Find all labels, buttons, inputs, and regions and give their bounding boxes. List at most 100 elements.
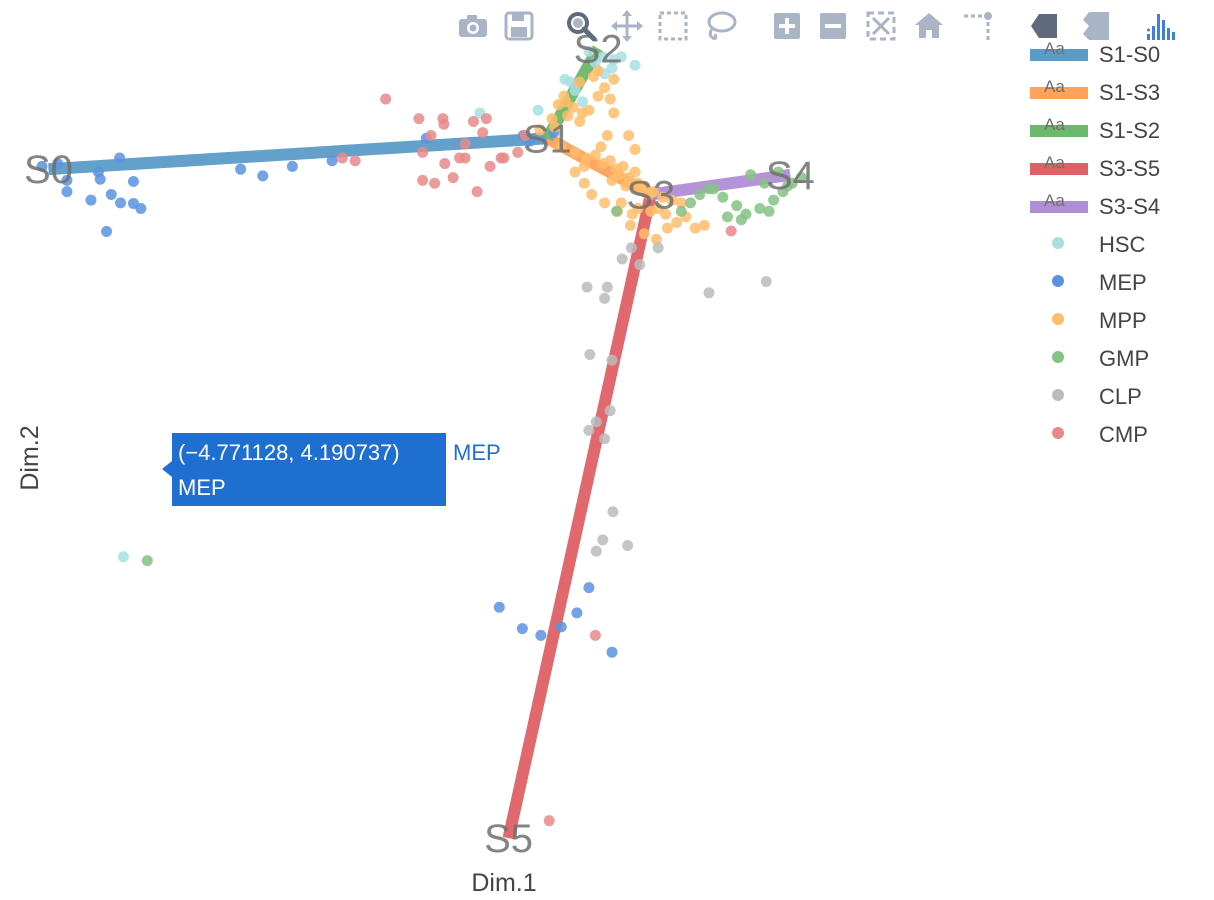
data-point-mpp[interactable]	[574, 115, 586, 127]
data-point-mpp[interactable]	[657, 191, 669, 203]
data-point-mpp[interactable]	[601, 129, 613, 141]
data-point-cmp[interactable]	[725, 225, 737, 237]
data-point-mpp[interactable]	[555, 141, 567, 153]
box-select-button[interactable]	[655, 8, 691, 44]
data-point-mep[interactable]	[101, 225, 113, 237]
data-point-mpp[interactable]	[578, 160, 590, 172]
data-point-mep[interactable]	[105, 188, 117, 200]
data-point-gmp[interactable]	[795, 172, 807, 184]
data-point-mpp[interactable]	[643, 188, 655, 200]
data-point-clp[interactable]	[599, 433, 611, 445]
data-point-clp[interactable]	[597, 534, 609, 546]
data-point-mpp[interactable]	[698, 219, 710, 231]
data-point-cmp[interactable]	[413, 113, 425, 125]
data-point-clp[interactable]	[601, 281, 613, 293]
data-point-mpp[interactable]	[569, 146, 581, 158]
legend-item-s3-s4[interactable]: Aa S3-S4	[1026, 188, 1214, 226]
data-point-gmp[interactable]	[758, 177, 770, 189]
data-point-gmp[interactable]	[745, 169, 757, 181]
data-point-hsc[interactable]	[569, 85, 581, 97]
zoom-out-button[interactable]	[815, 8, 851, 44]
data-point-mpp[interactable]	[661, 222, 673, 234]
legend-item-mpp[interactable]: MPP	[1026, 302, 1214, 340]
data-point-cmp[interactable]	[437, 113, 449, 125]
data-point-mpp[interactable]	[666, 194, 678, 206]
data-point-mpp[interactable]	[604, 93, 616, 105]
data-point-mpp[interactable]	[675, 197, 687, 209]
data-point-clp[interactable]	[604, 405, 616, 417]
legend-item-s1-s2[interactable]: Aa S1-S2	[1026, 112, 1214, 150]
data-point-clp[interactable]	[583, 424, 595, 436]
data-point-mpp[interactable]	[604, 155, 616, 167]
data-point-cmp[interactable]	[425, 129, 437, 141]
data-point-mep[interactable]	[516, 623, 528, 635]
data-point-mpp[interactable]	[629, 144, 641, 156]
lasso-select-button[interactable]	[703, 8, 739, 44]
save-button[interactable]	[501, 8, 537, 44]
data-point-mep[interactable]	[94, 173, 106, 185]
data-point-cmp[interactable]	[471, 186, 483, 198]
data-point-mep[interactable]	[571, 607, 583, 619]
data-point-gmp[interactable]	[717, 191, 729, 203]
data-point-cmp[interactable]	[447, 172, 459, 184]
trajectory-line-s3-s4[interactable]	[649, 168, 792, 201]
data-point-mpp[interactable]	[562, 110, 574, 122]
data-point-gmp[interactable]	[731, 200, 743, 212]
data-point-mep[interactable]	[52, 158, 64, 170]
data-point-gmp[interactable]	[768, 194, 780, 206]
data-point-cmp[interactable]	[467, 115, 479, 127]
data-point-clp[interactable]	[599, 292, 611, 304]
data-point-mep[interactable]	[115, 197, 127, 209]
data-point-cmp[interactable]	[480, 113, 492, 125]
data-point-mpp[interactable]	[638, 228, 650, 240]
legend-item-clp[interactable]: CLP	[1026, 378, 1214, 416]
data-point-gmp[interactable]	[721, 211, 733, 223]
data-point-mpp[interactable]	[608, 73, 620, 85]
data-point-gmp[interactable]	[685, 197, 697, 209]
data-point-mpp[interactable]	[534, 124, 546, 136]
data-point-cmp[interactable]	[519, 129, 531, 141]
data-point-gmp[interactable]	[675, 205, 687, 217]
data-point-mep[interactable]	[61, 186, 73, 198]
data-point-mpp[interactable]	[580, 152, 592, 164]
data-point-mep[interactable]	[114, 152, 126, 164]
autoscale-button[interactable]	[863, 8, 899, 44]
data-point-mpp[interactable]	[617, 160, 629, 172]
data-point-mep[interactable]	[493, 601, 505, 613]
data-point-hsc[interactable]	[576, 96, 588, 108]
data-point-clp[interactable]	[590, 545, 602, 557]
data-point-mpp[interactable]	[629, 166, 641, 178]
data-point-cmp[interactable]	[429, 177, 441, 189]
data-point-cmp[interactable]	[477, 127, 489, 139]
legend-item-gmp[interactable]: GMP	[1026, 340, 1214, 378]
data-point-clp[interactable]	[607, 506, 619, 518]
data-point-mpp[interactable]	[632, 202, 644, 214]
data-point-gmp[interactable]	[611, 205, 623, 217]
data-point-mep[interactable]	[235, 163, 247, 175]
data-point-mpp[interactable]	[599, 197, 611, 209]
data-point-cmp[interactable]	[543, 815, 555, 827]
data-point-mep[interactable]	[606, 646, 618, 658]
data-point-mpp[interactable]	[569, 166, 581, 178]
data-point-gmp[interactable]	[754, 202, 766, 214]
legend-item-s1-s3[interactable]: Aa S1-S3	[1026, 74, 1214, 112]
data-point-cmp[interactable]	[336, 152, 348, 164]
data-point-clp[interactable]	[634, 259, 646, 271]
data-point-gmp[interactable]	[694, 188, 706, 200]
data-point-mpp[interactable]	[589, 149, 601, 161]
data-point-mpp[interactable]	[574, 76, 586, 88]
data-point-mpp[interactable]	[650, 233, 662, 245]
data-point-mep[interactable]	[583, 582, 595, 594]
data-point-clp[interactable]	[581, 281, 593, 293]
data-point-clp[interactable]	[760, 276, 772, 288]
data-point-mpp[interactable]	[560, 96, 572, 108]
data-point-mpp[interactable]	[546, 113, 558, 125]
data-point-mpp[interactable]	[620, 180, 632, 192]
hover-closest-button[interactable]	[1023, 8, 1059, 44]
data-point-hsc[interactable]	[564, 76, 576, 88]
data-point-mpp[interactable]	[578, 177, 590, 189]
data-point-gmp[interactable]	[141, 555, 153, 567]
data-point-mpp[interactable]	[549, 121, 561, 133]
data-point-mpp[interactable]	[660, 208, 672, 220]
zoom-in-button[interactable]	[769, 8, 805, 44]
